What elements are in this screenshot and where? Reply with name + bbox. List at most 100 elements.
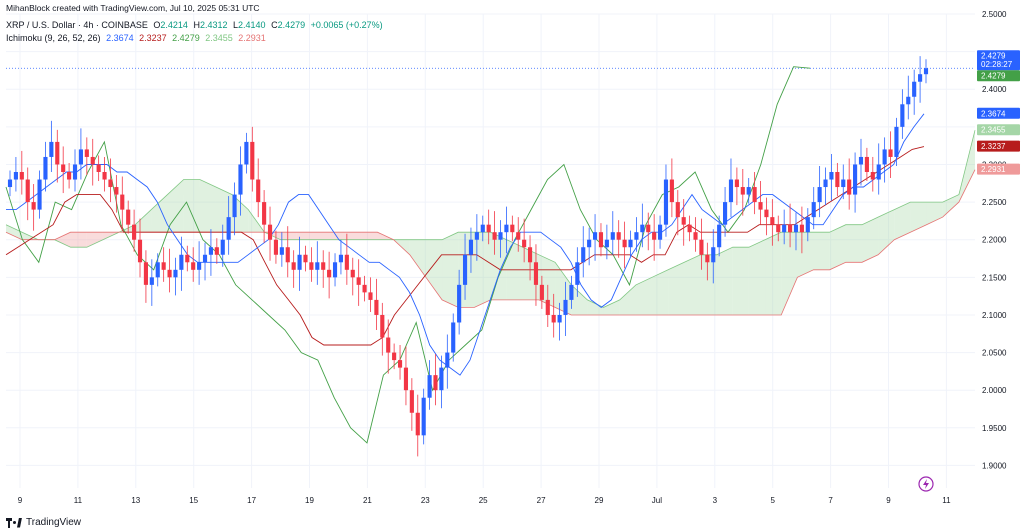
- cloud-segment: [409, 239, 426, 278]
- candle-body: [55, 141, 60, 165]
- change-value: +0.0065 (+0.27%): [310, 20, 383, 30]
- candle-body: [835, 172, 840, 188]
- candle-body: [120, 194, 125, 210]
- candle-body: [208, 247, 213, 255]
- cloud-segment: [829, 224, 846, 270]
- candle-body: [799, 224, 804, 233]
- grid-lines: [6, 13, 975, 488]
- time-tick-12: 3: [713, 496, 718, 505]
- candle-body: [622, 239, 627, 248]
- candle-body: [557, 314, 562, 323]
- candle-body: [37, 179, 42, 210]
- cloud-segment: [700, 254, 717, 315]
- candle-body: [179, 254, 184, 270]
- candle-body: [214, 247, 219, 255]
- ichimoku-cloud: [5, 130, 976, 316]
- price-tick-9: 1.9500: [982, 424, 1007, 433]
- candle-body: [439, 367, 444, 391]
- candle-body: [232, 194, 237, 218]
- candle-body: [279, 247, 284, 255]
- candle-body: [640, 224, 645, 233]
- price-tag-4: [977, 140, 1020, 152]
- candle-body: [776, 224, 781, 233]
- price-tag-3: [977, 124, 1020, 136]
- candle-body: [569, 284, 574, 300]
- candle-body: [291, 262, 296, 270]
- cloud-segment: [442, 232, 459, 308]
- candle-body: [616, 232, 621, 240]
- time-tick-8: 25: [479, 496, 488, 505]
- candle-body: [67, 172, 72, 180]
- candle-body: [563, 299, 568, 315]
- candle-body: [161, 262, 166, 270]
- symbol-legend[interactable]: XRP / U.S. Dollar · 4h · COINBASE O2.421…: [6, 20, 383, 30]
- cloud-segment: [765, 232, 782, 315]
- candle-body: [78, 149, 83, 165]
- symbol-title[interactable]: XRP / U.S. Dollar · 4h · COINBASE: [6, 20, 148, 30]
- cloud-segment: [619, 284, 636, 315]
- price-tag-value-2: 2.3674: [981, 109, 1006, 118]
- cloud-segment: [732, 247, 749, 315]
- ichimoku-base-value: 2.3237: [139, 33, 167, 43]
- candle-body: [539, 284, 544, 300]
- cloud-segment: [183, 179, 200, 233]
- time-axis[interactable]: 9 11 13 15 17 19 21 23 25 27 29 Jul 3 5 7 9 11: [18, 496, 951, 505]
- candle-body: [321, 262, 326, 270]
- candle-body: [858, 156, 864, 165]
- candle-body: [143, 262, 148, 285]
- candle-body: [226, 217, 231, 240]
- time-tick-3: 15: [189, 496, 198, 505]
- tradingview-logo[interactable]: TradingView: [6, 517, 81, 528]
- candle-body: [746, 187, 751, 195]
- candle-body: [191, 262, 196, 270]
- tv-logo-badge[interactable]: [918, 476, 934, 492]
- price-tick-6: 2.1000: [982, 311, 1007, 320]
- time-tick-4: 17: [247, 496, 256, 505]
- candle-body: [575, 262, 580, 285]
- cloud-segment: [813, 232, 830, 270]
- cloud-segment: [716, 247, 733, 315]
- candle-body: [392, 352, 397, 361]
- candle-body: [853, 164, 858, 195]
- candle-body: [876, 164, 881, 180]
- candle-body: [545, 299, 550, 315]
- high-label: H: [193, 20, 200, 30]
- cloud-segment: [797, 232, 814, 278]
- candle-body: [451, 322, 456, 353]
- time-tick-5: 19: [305, 496, 314, 505]
- candle-body: [155, 262, 160, 278]
- time-tick-10: 29: [595, 496, 604, 505]
- candle-body: [817, 187, 822, 203]
- candle-body: [327, 269, 332, 278]
- candle-body: [267, 224, 273, 240]
- candle-body: [782, 224, 787, 233]
- candle-body: [510, 224, 515, 233]
- candle-body: [522, 239, 527, 248]
- cloud-segment: [199, 179, 216, 233]
- cloud-segment: [296, 232, 313, 240]
- candle-body: [847, 179, 852, 195]
- cloud-segment: [312, 232, 329, 240]
- candle-body: [870, 172, 875, 180]
- price-tick-3: 2.2500: [982, 198, 1007, 207]
- cloud-segment: [70, 232, 87, 248]
- close-label: C: [271, 20, 278, 30]
- price-tag-value-0: 2.4279: [981, 52, 1006, 61]
- candle-body: [427, 375, 432, 398]
- candle-body: [31, 202, 36, 210]
- cloud-segment: [280, 232, 297, 240]
- cloud-segment: [345, 232, 362, 240]
- candle-body: [669, 179, 674, 203]
- candle-body: [740, 187, 745, 195]
- cloud-segment: [958, 130, 975, 203]
- time-tick-14: 7: [828, 496, 833, 505]
- candle-body: [693, 232, 698, 240]
- price-tag-2: [977, 107, 1020, 119]
- candle-body: [386, 337, 391, 353]
- candle-body: [374, 299, 379, 315]
- candle-body: [457, 284, 462, 323]
- candle-body: [486, 224, 491, 233]
- ichimoku-legend[interactable]: Ichimoku (9, 26, 52, 26) 2.3674 2.3237 2…: [6, 33, 266, 43]
- ichimoku-title[interactable]: Ichimoku (9, 26, 52, 26): [6, 33, 101, 43]
